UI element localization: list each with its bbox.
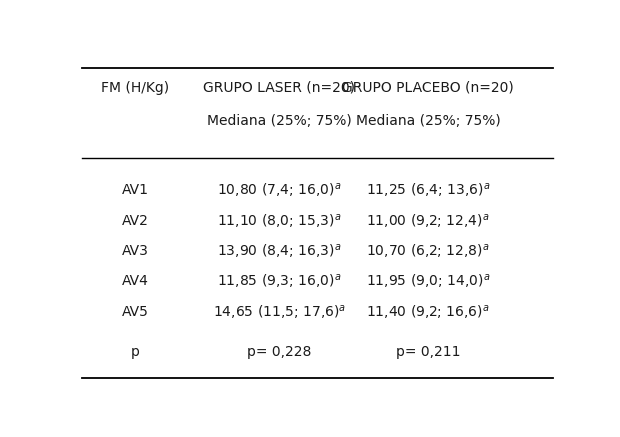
Text: GRUPO PLACEBO (n=20): GRUPO PLACEBO (n=20) — [342, 81, 514, 95]
Text: 11,40 (9,2; 16,6)$^a$: 11,40 (9,2; 16,6)$^a$ — [366, 302, 490, 320]
Text: Mediana (25%; 75%): Mediana (25%; 75%) — [356, 114, 500, 128]
Text: GRUPO LASER (n=20): GRUPO LASER (n=20) — [203, 81, 355, 95]
Text: Mediana (25%; 75%): Mediana (25%; 75%) — [207, 114, 352, 128]
Text: 13,90 (8,4; 16,3)$^a$: 13,90 (8,4; 16,3)$^a$ — [217, 242, 342, 260]
Text: p= 0,228: p= 0,228 — [247, 345, 311, 359]
Text: 11,00 (9,2; 12,4)$^a$: 11,00 (9,2; 12,4)$^a$ — [366, 212, 490, 230]
Text: FM (H/Kg): FM (H/Kg) — [101, 81, 169, 95]
Text: 10,80 (7,4; 16,0)$^a$: 10,80 (7,4; 16,0)$^a$ — [217, 181, 342, 199]
Text: 11,95 (9,0; 14,0)$^a$: 11,95 (9,0; 14,0)$^a$ — [366, 272, 490, 290]
Text: AV1: AV1 — [122, 184, 149, 198]
Text: AV3: AV3 — [122, 244, 149, 258]
Text: p: p — [131, 345, 140, 359]
Text: p= 0,211: p= 0,211 — [396, 345, 461, 359]
Text: 11,85 (9,3; 16,0)$^a$: 11,85 (9,3; 16,0)$^a$ — [217, 272, 342, 290]
Text: AV2: AV2 — [122, 214, 149, 228]
Text: 11,25 (6,4; 13,6)$^a$: 11,25 (6,4; 13,6)$^a$ — [366, 181, 490, 199]
Text: AV4: AV4 — [122, 274, 149, 288]
Text: 10,70 (6,2; 12,8)$^a$: 10,70 (6,2; 12,8)$^a$ — [366, 242, 490, 260]
Text: AV5: AV5 — [122, 305, 149, 319]
Text: 14,65 (11,5; 17,6)$^a$: 14,65 (11,5; 17,6)$^a$ — [213, 302, 346, 320]
Text: 11,10 (8,0; 15,3)$^a$: 11,10 (8,0; 15,3)$^a$ — [217, 212, 342, 230]
